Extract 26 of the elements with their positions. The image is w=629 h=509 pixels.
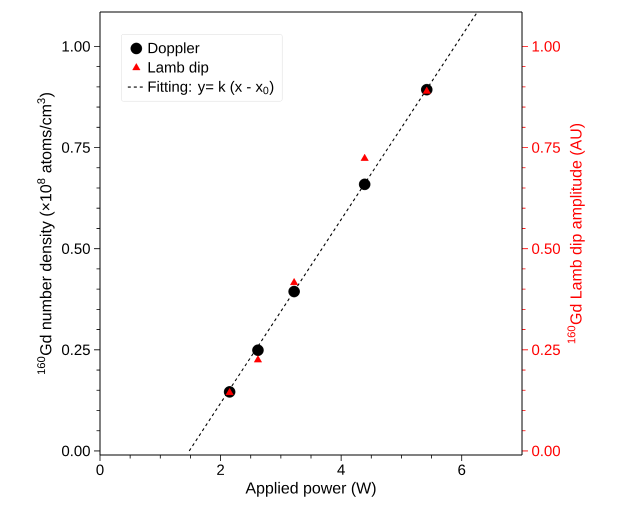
y-tick-label: 0.25: [62, 344, 90, 356]
y2-tick-label: 0.50: [532, 243, 560, 254]
y2-tick-label: 0.00: [532, 446, 560, 456]
y-tick-label: 1.00: [62, 41, 90, 52]
y2-tick-label: 1.00: [532, 41, 560, 52]
y2-tick-label: 0.75: [532, 142, 560, 153]
x-tick-label: 2: [217, 464, 224, 475]
y2-tick-label: 0.25: [532, 344, 560, 356]
point: [254, 355, 262, 362]
x-tick-label: 4: [337, 464, 345, 475]
legend-label: Fitting: y= k (x - x$_{0}$): [148, 80, 274, 95]
y2-axis-title: $^{160}$Gd Lamb dip amplitude (AU): [567, 124, 585, 344]
legend-label: Lamb dip: [148, 62, 208, 76]
point: [290, 278, 298, 286]
point: [288, 286, 300, 298]
y-axis-title: $^{160}$Gd number density (×10$^{8}$ atoms/cm$^{3}$): [37, 93, 55, 374]
x-axis-title: Applied power (W): [245, 482, 376, 497]
point: [358, 178, 370, 190]
x-tick-label: 6: [458, 464, 466, 476]
point: [252, 344, 264, 356]
y-tick-label: 0.75: [62, 142, 90, 153]
x-tick-label: 0: [96, 464, 104, 476]
y-tick-label: 0.00: [62, 446, 90, 456]
legend-label: Doppler: [148, 42, 200, 56]
point: [360, 154, 369, 161]
y-tick-label: 0.50: [62, 243, 90, 254]
